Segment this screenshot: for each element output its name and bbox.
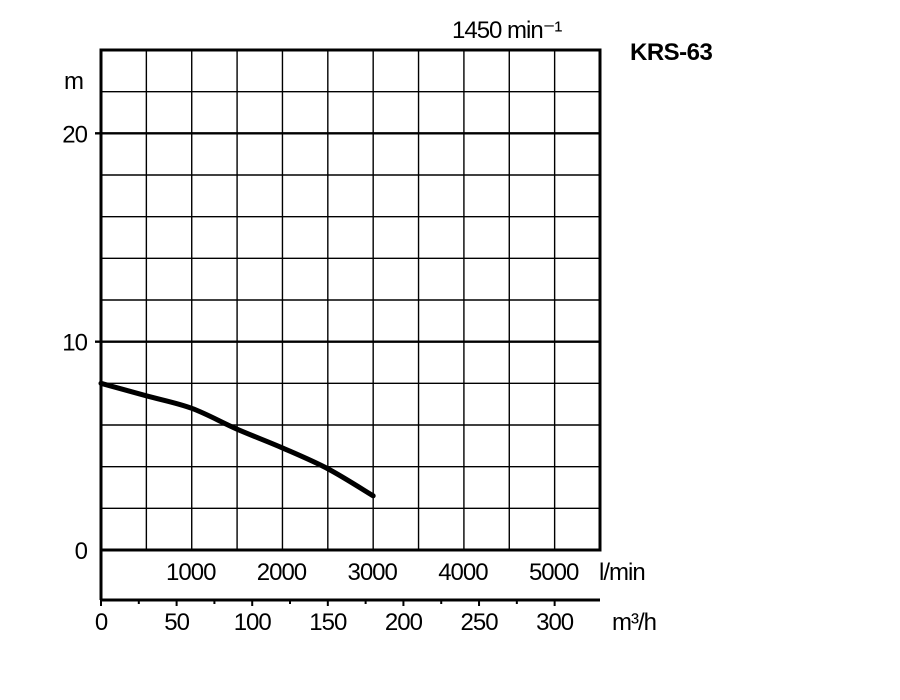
m3h-tick-labels: 0 50 100 150 200 250 300 bbox=[95, 609, 575, 636]
x-tick-labels: 1000 2000 3000 4000 5000 bbox=[166, 559, 580, 586]
grid-lines bbox=[95, 50, 600, 550]
m3h-tick-label: 200 bbox=[385, 609, 423, 636]
m3h-tick-label: 100 bbox=[234, 609, 272, 636]
series-curve bbox=[98, 380, 376, 499]
y-tick-label: 20 bbox=[62, 121, 87, 148]
m3h-axis-ticks bbox=[100, 600, 556, 606]
m3h-tick-label: 250 bbox=[461, 609, 499, 636]
x-tick-label: 1000 bbox=[166, 559, 216, 586]
x-tick-label: 5000 bbox=[529, 559, 579, 586]
x-axis-label: l/min bbox=[599, 559, 645, 586]
subtitle: 1450 min⁻¹ bbox=[452, 17, 562, 44]
m3h-tick-label: 0 bbox=[95, 609, 108, 636]
x-tick-label: 4000 bbox=[438, 559, 488, 586]
x-tick-label: 2000 bbox=[257, 559, 307, 586]
m3h-tick-label: 50 bbox=[164, 609, 189, 636]
y-tick-labels: 0 10 20 bbox=[62, 121, 88, 565]
y-tick-label: 10 bbox=[62, 330, 87, 357]
y-axis-label: m bbox=[64, 68, 83, 95]
m3h-tick-label: 300 bbox=[536, 609, 574, 636]
chart-title: KRS-63 bbox=[630, 39, 713, 66]
x2-axis-label: m³/h bbox=[612, 609, 656, 636]
y-tick-label: 0 bbox=[75, 538, 88, 565]
x-tick-label: 3000 bbox=[347, 559, 397, 586]
m3h-tick-label: 150 bbox=[309, 609, 347, 636]
